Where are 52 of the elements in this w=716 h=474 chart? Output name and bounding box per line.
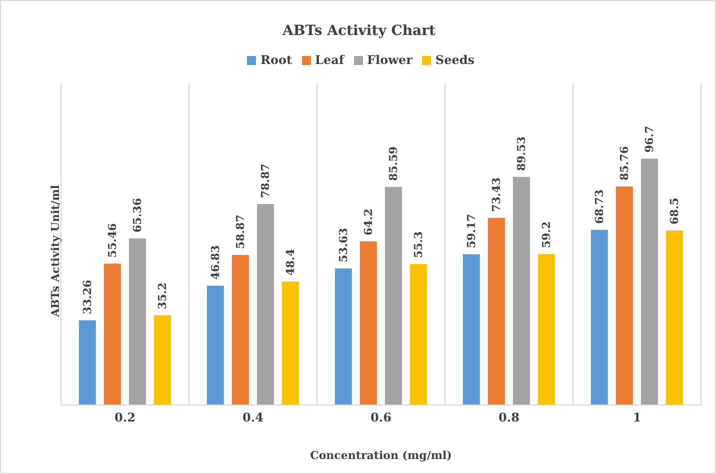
data-label: 78.87 (258, 164, 272, 198)
bar (128, 238, 146, 405)
data-label: 65.36 (130, 198, 144, 232)
bar (538, 254, 555, 405)
bar (616, 186, 633, 405)
x-axis-title: Concentration (mg/ml) (310, 449, 452, 462)
bar (232, 254, 249, 405)
bar (104, 264, 121, 405)
data-label: 89.53 (514, 136, 528, 171)
data-label: 85.76 (618, 146, 631, 180)
bar (360, 241, 377, 405)
data-label: 64.2 (362, 208, 375, 236)
data-label: 58.87 (234, 214, 247, 249)
data-label: 53.63 (336, 228, 350, 262)
bar (78, 320, 96, 405)
bar (590, 230, 608, 405)
legend-label: Leaf (315, 53, 344, 67)
chart-title: ABTs Activity Chart (281, 23, 436, 39)
data-label: 68.73 (592, 189, 606, 224)
bar (512, 176, 530, 405)
bar (640, 158, 658, 405)
data-label: 46.83 (208, 245, 222, 280)
bar (334, 268, 352, 405)
bar (410, 264, 427, 405)
data-label: 55.3 (412, 231, 425, 258)
data-label: 55.46 (106, 222, 119, 258)
data-label: 96.7 (642, 126, 656, 153)
x-tick-label: 0.6 (370, 410, 392, 425)
bar (206, 286, 224, 405)
bar (488, 218, 505, 405)
data-label: 73.43 (490, 177, 503, 212)
y-axis-title: ABTs Activity Unit/ml (48, 184, 62, 318)
bar (384, 186, 402, 405)
data-label: 35.2 (156, 282, 169, 310)
data-label: 33.26 (80, 279, 94, 314)
legend-label: Flower (367, 53, 412, 67)
bar (666, 230, 683, 405)
bar (282, 282, 299, 405)
x-tick-label: 0.4 (242, 410, 264, 425)
x-tick-label: 0.8 (498, 410, 520, 425)
bar (154, 315, 171, 405)
data-label: 85.59 (386, 146, 400, 181)
data-label: 59.17 (464, 214, 478, 248)
data-label: 59.2 (540, 221, 553, 248)
legend-label: Root (260, 53, 292, 67)
x-tick-label: 0.2 (114, 410, 136, 425)
bar (256, 204, 274, 405)
x-tick-label: 1 (632, 410, 642, 425)
data-label: 68.5 (668, 198, 681, 224)
data-label: 48.4 (284, 248, 297, 276)
legend-label: Seeds (435, 53, 474, 67)
bar (462, 254, 480, 405)
